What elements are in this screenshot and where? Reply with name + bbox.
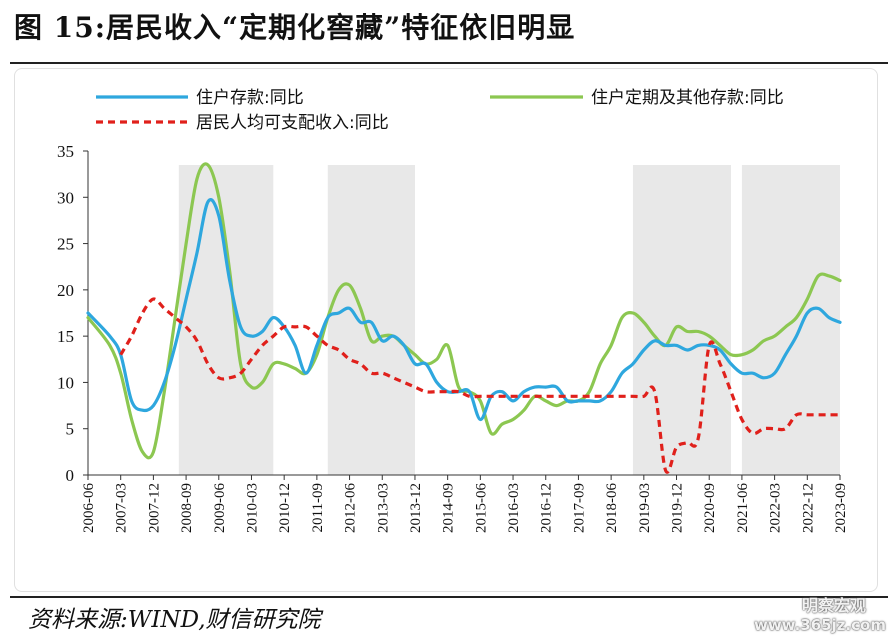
x-tick-label: 2021-06: [735, 483, 751, 533]
series-line-deposit: [86, 198, 842, 422]
chart-frame: [14, 68, 878, 592]
x-tick-label: 2015-06: [473, 483, 489, 533]
source-note: 资料来源:WIND,财信研究院: [28, 607, 321, 633]
y-tick-label: 25: [57, 235, 74, 254]
x-tick-label: 2008-09: [179, 483, 195, 533]
shaded-period-1: [178, 165, 274, 475]
y-tick-label: 5: [66, 420, 75, 439]
y-tick-label: 10: [57, 373, 74, 392]
legend-label-income: 居民人均可支配收入:同比: [196, 113, 389, 133]
x-tick-label: 2019-12: [670, 483, 686, 533]
x-tick-label: 2010-03: [244, 483, 260, 533]
x-tick-label: 2013-12: [408, 483, 424, 533]
x-tick-label: 2010-12: [277, 483, 293, 533]
x-tick-label: 2016-12: [539, 483, 555, 533]
x-tick-label: 2014-09: [441, 483, 457, 533]
shaded-period-4: [741, 165, 840, 475]
x-tick-label: 2011-09: [310, 483, 326, 532]
x-tick-label: 2016-03: [506, 483, 522, 533]
shaded-period-2: [327, 165, 415, 475]
series-line-income: [119, 297, 840, 474]
bottom-rule: [10, 596, 888, 598]
x-tick-label: 2019-03: [637, 483, 653, 533]
x-tick-label: 2013-03: [375, 483, 391, 533]
x-tick-label: 2022-03: [768, 483, 784, 533]
x-tick-label: 2006-06: [81, 483, 97, 533]
x-tick-label: 2007-12: [146, 483, 162, 533]
legend-label-time-deposit: 住户定期及其他存款:同比: [591, 88, 784, 108]
x-tick-label: 2018-06: [604, 483, 620, 533]
shaded-period-3: [632, 165, 732, 475]
y-tick-label: 20: [57, 281, 74, 300]
x-tick-label: 2009-06: [212, 483, 228, 533]
x-tick-label: 2023-09: [833, 483, 849, 533]
y-tick-label: 0: [66, 466, 75, 485]
x-tick-label: 2012-06: [343, 483, 359, 533]
legend-label-deposit: 住户存款:同比: [196, 88, 304, 108]
y-tick-label: 15: [57, 327, 74, 346]
top-rule: [10, 62, 888, 64]
watermark-url: www.365jz.com: [753, 616, 886, 634]
x-tick-label: 2017-09: [571, 483, 587, 533]
figure-title: 图 15:居民收入“定期化窖藏”特征依旧明显: [14, 11, 576, 44]
x-tick-label: 2022-12: [800, 483, 816, 533]
x-tick-label: 2007-03: [114, 483, 130, 533]
x-tick-label: 2020-09: [702, 483, 718, 533]
y-tick-label: 35: [57, 142, 74, 161]
y-tick-label: 30: [57, 188, 74, 207]
watermark-name: 明察宏观: [801, 596, 866, 615]
